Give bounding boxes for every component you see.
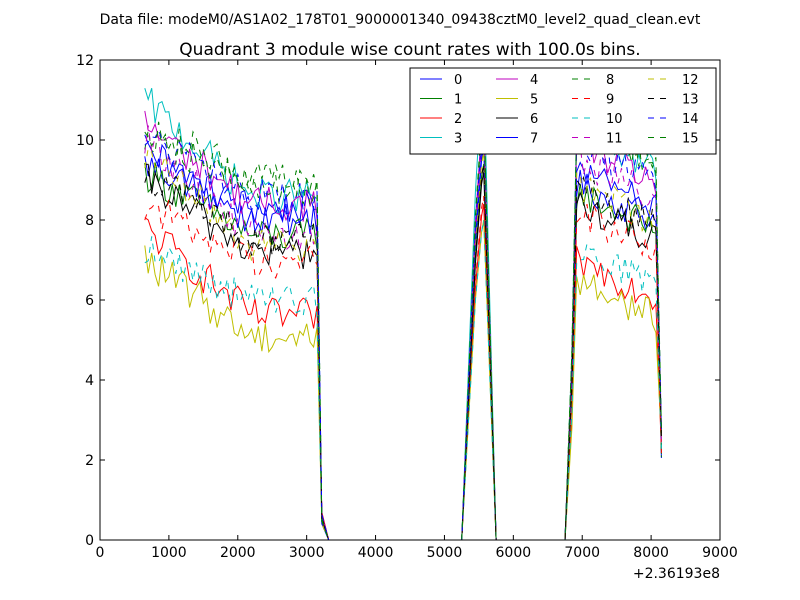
y-tick-label: 6: [85, 293, 94, 309]
series-line-10: [144, 219, 662, 541]
legend-label-13: 13: [682, 93, 699, 108]
legend-label-5: 5: [530, 93, 538, 108]
y-tick-label: 10: [76, 133, 94, 149]
x-tick-label: 3000: [289, 545, 325, 561]
x-tick-label: 7000: [564, 545, 600, 561]
x-tick-label: 4000: [358, 545, 394, 561]
legend-box: [409, 67, 717, 155]
x-tick-label: 0: [96, 545, 105, 561]
x-tick-label: 6000: [496, 545, 532, 561]
y-tick-label: 0: [85, 533, 94, 549]
data-file-header: Data file: modeM0/AS1A02_178T01_90000013…: [100, 12, 701, 28]
chart-title: Quadrant 3 module wise count rates with …: [179, 40, 640, 60]
y-tick-label: 8: [85, 213, 94, 229]
series-line-14: [144, 123, 662, 541]
series-line-1: [144, 162, 662, 541]
legend-label-2: 2: [454, 112, 462, 127]
legend-label-15: 15: [682, 132, 699, 147]
legend-label-9: 9: [606, 93, 614, 108]
series-line-5: [144, 219, 662, 541]
legend-label-8: 8: [606, 73, 614, 88]
legend-label-12: 12: [682, 73, 699, 88]
series-line-9: [144, 195, 662, 541]
legend-label-6: 6: [530, 112, 538, 127]
series-line-4: [144, 110, 662, 541]
x-offset-label: +2.36193e8: [633, 566, 720, 582]
x-tick-label: 2000: [220, 545, 256, 561]
x-tick-label: 8000: [633, 545, 669, 561]
x-tick-label: 5000: [427, 545, 463, 561]
series-line-7: [144, 134, 662, 541]
legend-label-10: 10: [606, 112, 623, 127]
series-line-11: [144, 125, 662, 541]
series-line-13: [144, 163, 662, 541]
y-tick-label: 12: [76, 53, 94, 69]
x-tick-label: 9000: [702, 545, 738, 561]
x-tick-label: 1000: [151, 545, 187, 561]
series-line-2: [144, 203, 662, 541]
y-tick-label: 4: [85, 373, 94, 389]
legend-label-11: 11: [606, 132, 623, 147]
series-line-12: [144, 147, 662, 541]
series-line-6: [144, 163, 662, 541]
y-tick-label: 2: [85, 453, 94, 469]
axis-ticks: 0 1000 2000 3000 4000 5000 6000 7000 8000 9000 0 2 4…: [76, 53, 738, 561]
legend-label-1: 1: [454, 93, 462, 108]
legend-label-4: 4: [530, 73, 538, 88]
legend-label-7: 7: [530, 132, 538, 147]
legend-label-0: 0: [454, 73, 462, 88]
legend-label-14: 14: [682, 112, 699, 127]
series-line-0: [144, 147, 662, 541]
legend-label-3: 3: [454, 132, 462, 147]
